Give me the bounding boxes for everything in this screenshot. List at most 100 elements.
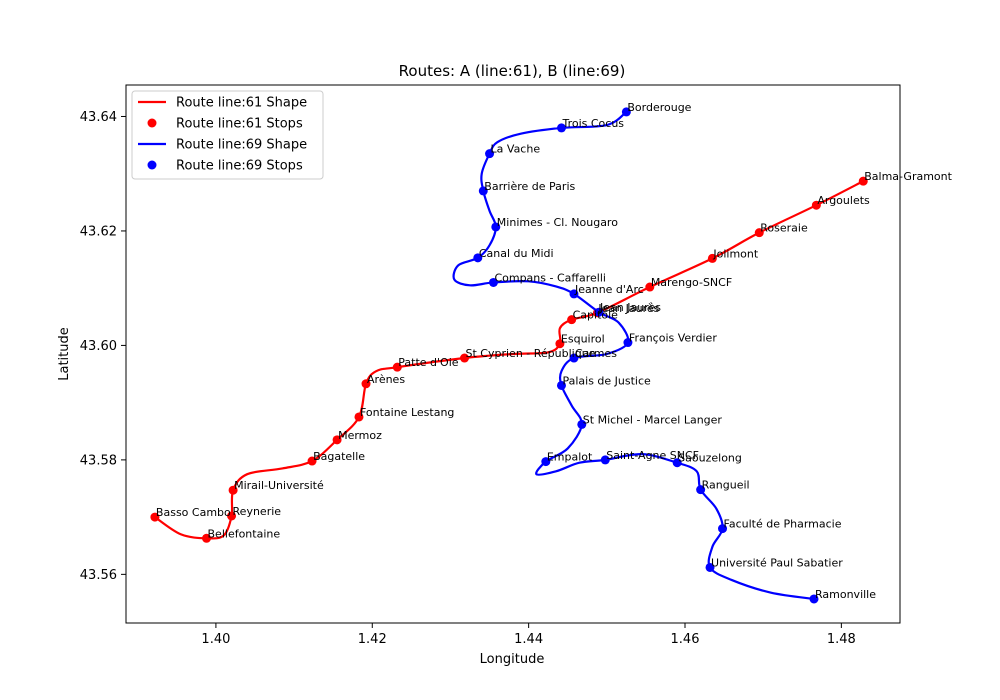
legend-item: Route line:69 Stops bbox=[147, 159, 303, 174]
route-route-line-69 bbox=[452, 107, 819, 604]
stop-labels-route-line-61: Basso Cambo Bellefontaine Reynerie Mirail-U… bbox=[156, 170, 953, 540]
stop-label-st-cyprien-republique: St Cyprien - République bbox=[466, 347, 596, 360]
stop-label-empalot: Empalot bbox=[547, 451, 593, 464]
y-tick-label: 43.58 bbox=[80, 453, 117, 468]
stop-label-compans-caffarelli: Compans - Caffarelli bbox=[494, 271, 605, 284]
stop-marker-argoulets bbox=[811, 200, 821, 210]
chart-title: Routes: A (line:61), B (line:69) bbox=[399, 62, 626, 80]
route-shape-line bbox=[452, 110, 816, 601]
stop-label-jeanne-d-arc: Jeanne d'Arc bbox=[574, 283, 644, 296]
stop-marker-esquirol bbox=[555, 339, 565, 349]
stop-marker-ramonville bbox=[809, 594, 819, 604]
stop-label-universite-paul-sabatier: Université Paul Sabatier bbox=[711, 556, 843, 569]
stop-label-arenes: Arènes bbox=[367, 373, 405, 386]
plot-area: Basso Cambo Bellefontaine Reynerie Mirail-U… bbox=[150, 101, 953, 604]
stop-marker-jeanne-d-arc bbox=[569, 289, 579, 299]
x-tick-label: 1.46 bbox=[671, 632, 700, 647]
stop-label-la-vache: La Vache bbox=[491, 143, 541, 156]
y-tick-label: 43.62 bbox=[80, 224, 117, 239]
stop-marker-st-cyprien-republique bbox=[460, 353, 470, 363]
stop-marker-carmes bbox=[569, 353, 579, 363]
stop-label-basso-cambo: Basso Cambo bbox=[156, 506, 231, 519]
legend: Route line:61 Shape Route line:61 Stops Ro… bbox=[131, 90, 324, 180]
stop-marker-arenes bbox=[361, 379, 371, 389]
stop-label-barriere-de-paris: Barrière de Paris bbox=[484, 180, 575, 193]
stop-label-jolimont: Jolimont bbox=[712, 247, 759, 260]
legend-item: Route line:69 Shape bbox=[138, 138, 307, 153]
stop-label-jean-jaures: Jean Jaurès bbox=[599, 301, 661, 314]
legend-marker-swatch bbox=[147, 118, 157, 128]
stop-label-patte-d-oie: Patte d'Oie bbox=[398, 356, 458, 369]
stop-label-roseraie: Roseraie bbox=[760, 222, 808, 235]
stop-label-capitole: Capitole bbox=[573, 309, 619, 322]
stop-label-minimes-cl-nougaro: Minimes - Cl. Nougaro bbox=[497, 216, 618, 229]
stop-marker-bagatelle bbox=[307, 456, 317, 466]
stop-marker-francois-verdier bbox=[623, 338, 633, 348]
stop-label-saouzelong: Saouzelong bbox=[678, 452, 742, 465]
stop-label-argoulets: Argoulets bbox=[817, 194, 870, 207]
stop-marker-mermoz bbox=[332, 435, 342, 445]
stop-marker-minimes-cl-nougaro bbox=[491, 222, 501, 232]
stop-marker-balma-gramont bbox=[858, 176, 868, 186]
stop-marker-canal-du-midi bbox=[473, 253, 483, 263]
stop-label-bellefontaine: Bellefontaine bbox=[208, 527, 281, 540]
stop-marker-saint-agne-sncf bbox=[600, 455, 610, 465]
stop-marker-barriere-de-paris bbox=[478, 186, 488, 196]
legend-item: Route line:61 Stops bbox=[147, 117, 303, 132]
stop-marker-st-michel-marcel-langer bbox=[577, 419, 587, 429]
stop-label-marengo-sncf: Marengo-SNCF bbox=[651, 276, 732, 289]
stop-marker-bellefontaine bbox=[202, 533, 212, 543]
x-tick-label: 1.48 bbox=[827, 632, 856, 647]
stop-label-palais-de-justice: Palais de Justice bbox=[562, 374, 651, 387]
stop-label-francois-verdier: François Verdier bbox=[629, 332, 717, 345]
stop-marker-roseraie bbox=[754, 228, 764, 238]
x-tick-label: 1.40 bbox=[201, 632, 230, 647]
stop-label-carmes: Carmes bbox=[575, 347, 617, 360]
x-axis-title: Longitude bbox=[480, 652, 545, 667]
stop-marker-trois-cocus bbox=[556, 123, 566, 133]
stop-label-ramonville: Ramonville bbox=[815, 588, 876, 601]
stop-label-balma-gramont: Balma-Gramont bbox=[864, 170, 952, 183]
stop-label-saint-agne-sncf: Saint-Agne SNCF bbox=[606, 449, 699, 462]
stop-label-reynerie: Reynerie bbox=[233, 505, 282, 518]
stop-label-faculte-de-pharmacie: Faculté de Pharmacie bbox=[724, 518, 842, 531]
stop-marker-la-vache bbox=[485, 149, 495, 159]
stop-marker-empalot bbox=[541, 457, 551, 467]
legend-marker-swatch bbox=[147, 160, 157, 170]
stop-label-st-michel-marcel-langer: St Michel - Marcel Langer bbox=[583, 413, 723, 426]
y-axis-title: Latitude bbox=[57, 327, 72, 381]
stop-marker-palais-de-justice bbox=[556, 380, 566, 390]
stop-label-esquirol: Esquirol bbox=[561, 333, 605, 346]
stop-marker-borderouge bbox=[621, 107, 631, 117]
stop-label-canal-du-midi: Canal du Midi bbox=[479, 247, 554, 260]
stop-label-bagatelle: Bagatelle bbox=[313, 450, 365, 463]
x-tick-label: 1.42 bbox=[358, 632, 387, 647]
stop-marker-saouzelong bbox=[672, 458, 682, 468]
stop-marker-jolimont bbox=[707, 253, 717, 263]
stop-marker-faculte-de-pharmacie bbox=[718, 524, 728, 534]
stop-marker-compans-caffarelli bbox=[488, 277, 498, 287]
axes: 1.40 1.42 1.44 1.46 1.48 43.56 43.58 43.60 43.62… bbox=[80, 110, 856, 647]
stop-marker-basso-cambo bbox=[150, 512, 160, 522]
stop-label-mermoz: Mermoz bbox=[338, 429, 382, 442]
y-tick-label: 43.60 bbox=[80, 339, 117, 354]
stop-marker-fontaine-lestang bbox=[354, 412, 364, 422]
legend-label: Route line:69 Shape bbox=[176, 138, 307, 153]
x-tick-label: 1.44 bbox=[514, 632, 543, 647]
stop-marker-capitole bbox=[567, 315, 577, 325]
stop-label-mirail-universite: Mirail-Université bbox=[234, 479, 324, 492]
legend-label: Route line:69 Stops bbox=[176, 159, 303, 174]
stop-label-jean-jaures: Jean Jaurès bbox=[597, 302, 659, 315]
stop-label-trois-cocus: Trois Cocus bbox=[561, 117, 624, 130]
stop-label-borderouge: Borderouge bbox=[627, 101, 691, 114]
stop-marker-reynerie bbox=[227, 511, 237, 521]
stop-marker-jean-jaures bbox=[594, 307, 604, 317]
legend-label: Route line:61 Shape bbox=[176, 96, 307, 111]
stop-label-fontaine-lestang: Fontaine Lestang bbox=[360, 406, 454, 419]
stop-marker-universite-paul-sabatier bbox=[705, 562, 715, 572]
y-tick-label: 43.64 bbox=[80, 110, 117, 125]
legend-item: Route line:61 Shape bbox=[138, 96, 307, 111]
stop-marker-rangueil bbox=[696, 485, 706, 495]
